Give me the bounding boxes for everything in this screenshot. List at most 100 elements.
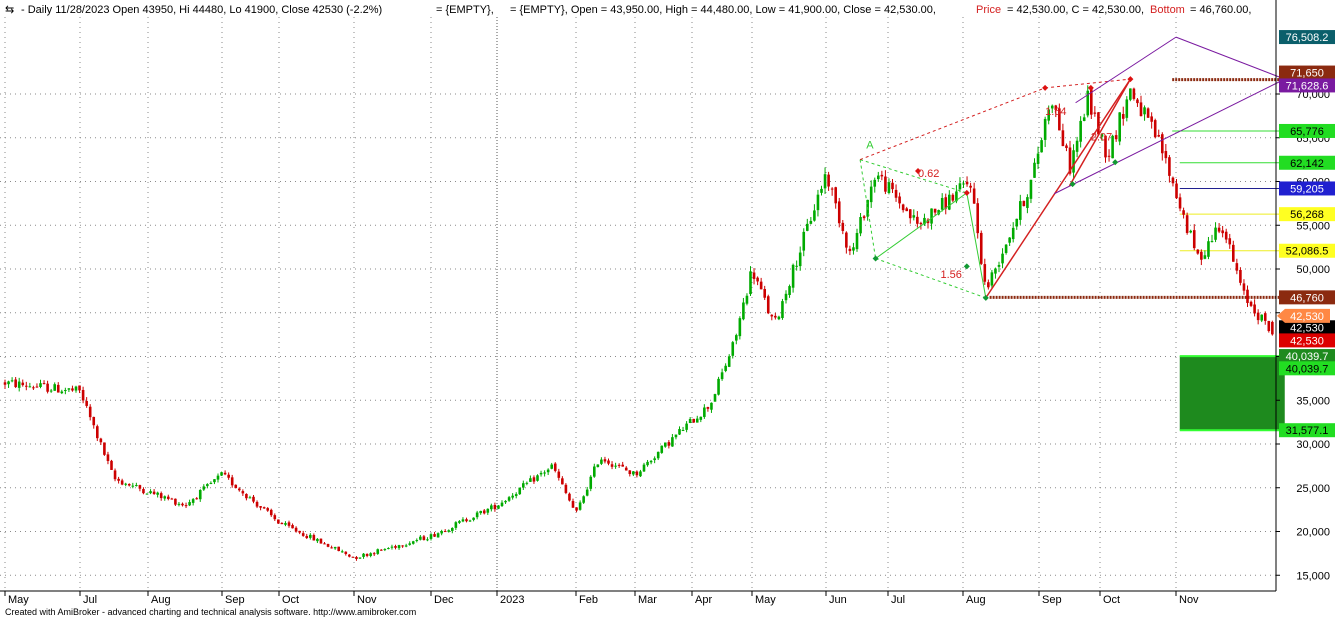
axis-layer: 15,00020,00025,00030,00035,00040,00045,0…	[0, 0, 1330, 606]
candle-body	[486, 508, 490, 513]
y-tick-label: 15,000	[1296, 570, 1330, 582]
candle-body	[202, 486, 206, 490]
candle-body	[678, 429, 681, 435]
candle-body	[39, 383, 42, 387]
candle-body	[948, 194, 951, 210]
price-tag-label: 40,039.7	[1286, 363, 1329, 375]
candle-body	[667, 442, 671, 446]
price-tag-box	[1279, 207, 1335, 222]
candle-body	[894, 189, 898, 198]
candle-body	[170, 498, 174, 500]
candle-body	[713, 394, 717, 402]
price-tag-label: 42,530	[1290, 335, 1324, 347]
candle-body	[784, 293, 788, 301]
candle-body	[355, 557, 358, 559]
candle-body	[859, 217, 862, 234]
candle-body	[383, 549, 387, 551]
candle-body	[969, 185, 972, 188]
x-tick-label: Oct	[282, 594, 299, 606]
candle-body	[795, 265, 798, 267]
candle-body	[454, 522, 458, 528]
candle-body	[1093, 112, 1097, 114]
candle-body	[49, 390, 53, 392]
candle-body	[877, 175, 880, 180]
candle-body	[774, 315, 777, 318]
candle-body	[628, 470, 632, 475]
candle-body	[1249, 301, 1253, 306]
candle-body	[390, 546, 394, 548]
candle-body	[514, 494, 518, 497]
chart-menu-icon[interactable]: ⇆	[5, 4, 14, 16]
candle-body	[351, 556, 355, 558]
candle-body	[798, 252, 802, 267]
candle-body	[546, 469, 550, 473]
candle-body	[1143, 107, 1146, 115]
candle-body	[511, 495, 514, 498]
candle-body	[181, 503, 184, 506]
candle-body	[1210, 241, 1214, 243]
candle-body	[706, 407, 710, 409]
candle-body	[1061, 130, 1065, 147]
candle-body	[1029, 179, 1033, 199]
candle-body	[1086, 90, 1090, 116]
candle-body	[869, 186, 873, 203]
price-tag-box	[1279, 155, 1335, 170]
candle-body	[188, 502, 191, 506]
candle-body	[905, 208, 908, 212]
grid-layer	[0, 17, 1276, 591]
pattern-point-green	[872, 255, 879, 262]
candle-body	[1256, 312, 1260, 321]
header-price-label: Price	[976, 4, 1001, 16]
candle-body	[703, 407, 706, 417]
candle-body	[138, 485, 142, 489]
pattern-leg-be	[875, 258, 986, 299]
candle-body	[671, 437, 674, 447]
candle-body	[163, 496, 167, 499]
pattern-leg-ab	[859, 159, 877, 259]
candle-body	[230, 477, 234, 486]
candle-body	[766, 296, 770, 314]
levels-layer	[989, 78, 1285, 432]
candle-body	[660, 445, 664, 453]
price-tag-label: 42,530	[1290, 322, 1324, 334]
candle-body	[1175, 183, 1178, 199]
x-tick-label: Aug	[966, 594, 986, 606]
candle-body	[493, 504, 497, 510]
candle-body	[1228, 238, 1232, 245]
candle-body	[408, 543, 411, 545]
x-tick-label: 2023	[500, 594, 524, 606]
candle-body	[965, 181, 969, 185]
price-tag-label: 71,650	[1290, 68, 1324, 80]
candle-body	[543, 472, 546, 474]
candle-body	[642, 464, 646, 472]
candle-body	[639, 471, 642, 477]
candle-body	[7, 381, 10, 385]
candle-body	[106, 454, 110, 461]
candle-body	[461, 519, 465, 522]
candle-body	[1050, 105, 1054, 109]
candle-body	[468, 520, 472, 522]
candle-body	[142, 489, 145, 494]
y-tick-label: 20,000	[1296, 527, 1330, 539]
pattern-leg-de	[966, 192, 987, 298]
candle-body	[1161, 134, 1164, 154]
candle-body	[681, 430, 685, 432]
candle-body	[834, 187, 837, 204]
candle-body	[64, 389, 67, 391]
candle-body	[99, 438, 103, 443]
x-tick-label: Mar	[638, 594, 657, 606]
price-tag-label: 56,268	[1290, 209, 1324, 221]
candle-body	[596, 464, 600, 468]
candle-body	[365, 553, 369, 556]
candle-body	[1221, 230, 1224, 234]
candle-body	[649, 460, 653, 463]
candle-body	[472, 517, 475, 520]
candle-body	[621, 464, 624, 467]
candle-body	[692, 418, 695, 423]
channel-cap	[1175, 36, 1285, 80]
candle-body	[891, 182, 894, 190]
price-tag-label: 46,760	[1290, 292, 1324, 304]
candle-body	[1026, 197, 1029, 208]
